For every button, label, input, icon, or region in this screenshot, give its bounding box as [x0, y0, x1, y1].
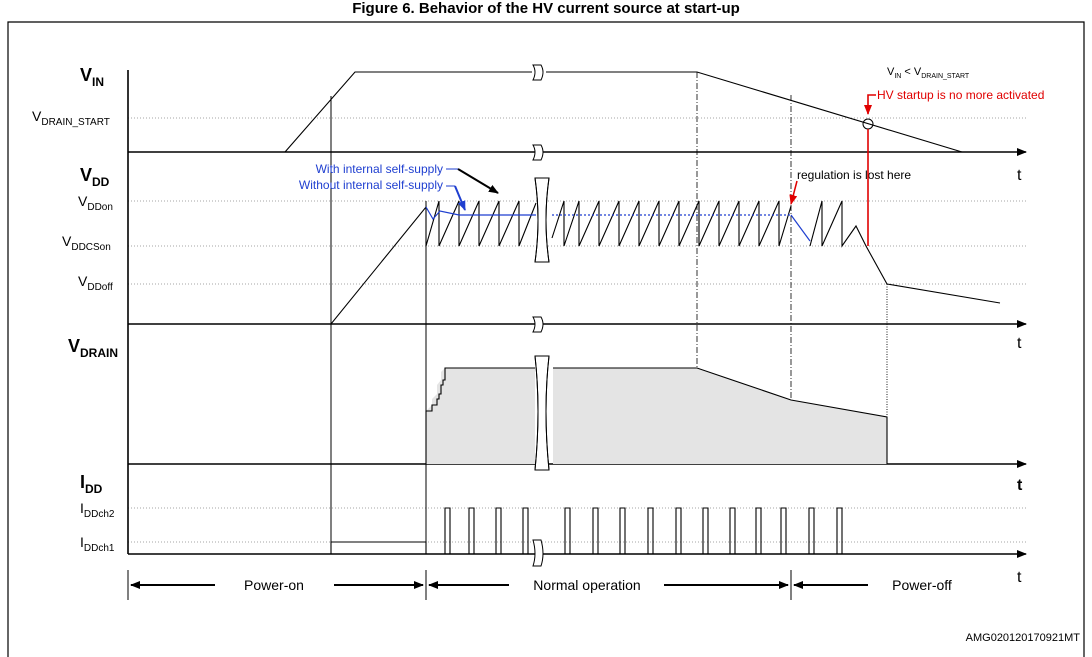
- signal-label-vdrain: VDRAIN: [68, 336, 118, 360]
- figure-frame: [7, 21, 1085, 657]
- signal-label-vdd: VDD: [80, 165, 110, 189]
- level-label-vddon: VDDon: [78, 193, 113, 213]
- level-label-vdrain-start: VDRAIN_START: [32, 108, 110, 128]
- transition-lines: [330, 72, 888, 554]
- figure-code: AMG020120170921MT: [966, 632, 1081, 644]
- signal-label-idd: IDD: [80, 472, 103, 496]
- vin-condition-label: VIN < VDRAIN_START: [887, 66, 970, 80]
- annotation-without-self-supply: Without internal self-supply: [299, 178, 443, 192]
- level-label-iddch1: IDDch1: [80, 534, 115, 554]
- time-label-vdrain: t: [1017, 335, 1022, 352]
- time-label-idd: t: [1017, 477, 1023, 494]
- vin-waveform: [284, 71, 963, 153]
- regulation-lost-label: regulation is lost here: [797, 168, 911, 182]
- phase-label-power-on: Power-on: [244, 577, 304, 593]
- axis-break-marks: [532, 64, 550, 567]
- annotation-with-self-supply: With internal self-supply: [316, 162, 443, 176]
- level-label-iddch2: IDDch2: [80, 500, 115, 520]
- vdd-without-self-supply-trace: [425, 206, 811, 242]
- time-label-vdd: t: [1017, 167, 1022, 184]
- phase-label-normal-operation: Normal operation: [533, 577, 640, 593]
- vdrain-waveform: [425, 367, 888, 464]
- idd-waveform: [128, 507, 980, 555]
- phase-label-power-off: Power-off: [892, 577, 952, 593]
- time-label-phases: t: [1017, 569, 1022, 586]
- figure-title: Figure 6. Behavior of the HV current sou…: [352, 0, 740, 17]
- phase-bar: Power-on Normal operation Power-off: [127, 570, 952, 600]
- annotation-hv-startup: VIN < VDRAIN_START HV startup is no more…: [862, 66, 1044, 246]
- time-axes: [127, 70, 1027, 558]
- level-label-vddcson: VDDCSon: [62, 233, 111, 253]
- reference-gridlines: [128, 117, 1028, 543]
- level-label-vddoff: VDDoff: [78, 273, 113, 293]
- vdd-waveform: [128, 200, 1001, 325]
- annotation-regulation-lost: regulation is lost here: [789, 168, 911, 205]
- hv-startup-label: HV startup is no more activated: [877, 88, 1044, 102]
- signal-label-vin: VIN: [80, 65, 104, 89]
- annotation-self-supply: With internal self-supply Without intern…: [299, 162, 499, 211]
